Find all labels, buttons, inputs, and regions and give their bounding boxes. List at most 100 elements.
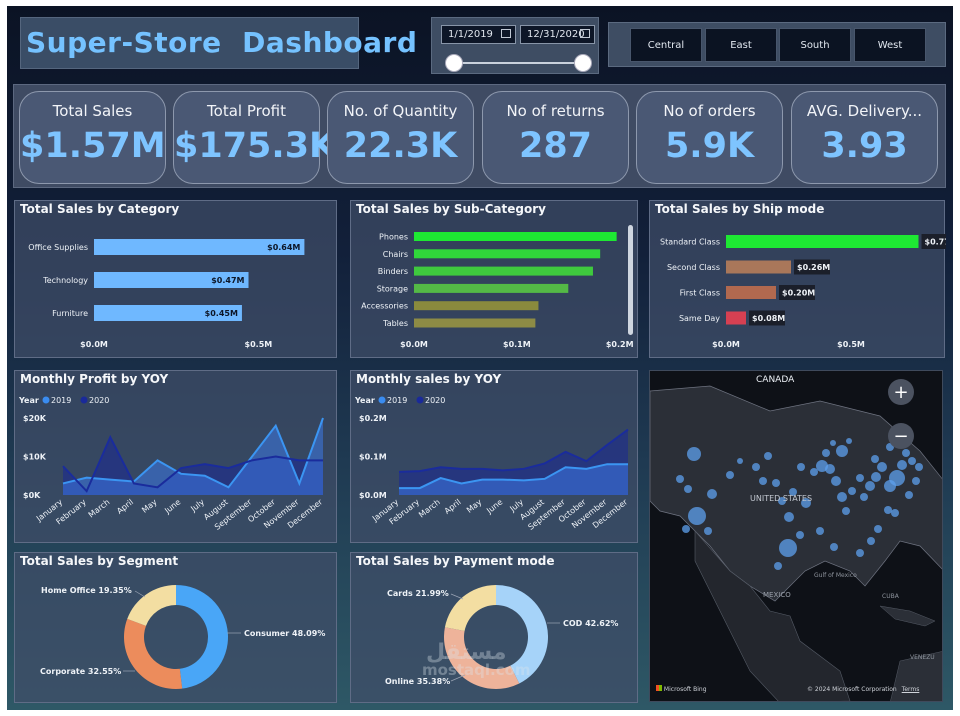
monthly-sales-area-chart[interactable]: Year 2019 2020$0.0M$0.1M$0.2MJanuaryFebrua… xyxy=(351,371,639,544)
panel-sales-by-category[interactable]: Total Sales by Category Office Supplies $… xyxy=(14,200,337,358)
map-bubble[interactable] xyxy=(774,562,782,570)
map-bubble[interactable] xyxy=(848,487,856,495)
map-bubble[interactable] xyxy=(822,449,830,457)
payment-donut-chart[interactable]: COD 42.62% Online 35.38% Cards 21.99% xyxy=(351,553,639,704)
map-bubble[interactable] xyxy=(784,512,794,522)
panel-sales-by-shipmode[interactable]: Total Sales by Ship mode Standard Class $… xyxy=(649,200,946,359)
donut-slice[interactable] xyxy=(127,585,176,626)
map-bubble[interactable] xyxy=(884,506,892,514)
map-bubble[interactable] xyxy=(737,458,743,464)
series-line-2019[interactable] xyxy=(399,463,628,490)
region-button-central[interactable]: Central xyxy=(630,28,702,62)
scrollbar[interactable] xyxy=(628,225,633,335)
panel-sales-by-segment[interactable]: Total Sales by Segment Consumer 48.09% Co… xyxy=(14,552,337,703)
bar[interactable] xyxy=(414,318,536,328)
legend-label[interactable]: 2020 xyxy=(89,396,109,405)
map-bubble[interactable] xyxy=(752,463,760,471)
region-button-west[interactable]: West xyxy=(854,28,926,62)
bar[interactable] xyxy=(414,266,593,276)
monthly-profit-area-chart[interactable]: Year 2019 2020$0K$10K$20KJanuaryFebruaryMa… xyxy=(15,371,338,544)
series-line-2020[interactable] xyxy=(398,428,629,473)
panel-sales-by-subcategory[interactable]: Total Sales by Sub-Category Phones Chairs… xyxy=(350,200,638,358)
map-bubble[interactable] xyxy=(759,477,767,485)
series-line-2020[interactable] xyxy=(62,434,323,493)
map-bubble[interactable] xyxy=(704,527,712,535)
region-button-east[interactable]: East xyxy=(705,28,777,62)
bar[interactable] xyxy=(414,283,569,293)
map-bubble[interactable] xyxy=(764,452,772,460)
date-slider-track[interactable] xyxy=(454,62,584,64)
map-bubble[interactable] xyxy=(837,492,847,502)
map-bubble[interactable] xyxy=(836,445,848,457)
map-bubble[interactable] xyxy=(860,493,868,501)
legend-marker[interactable] xyxy=(416,396,424,404)
map-bubble[interactable] xyxy=(902,449,910,457)
map-bubble[interactable] xyxy=(707,489,717,499)
bar[interactable] xyxy=(726,311,746,325)
panel-monthly-profit[interactable]: Monthly Profit by YOY Year 2019 2020 $0K $10… xyxy=(14,370,337,543)
map-bubble[interactable] xyxy=(684,485,692,493)
shipmode-bar-chart[interactable]: Standard Class $0.77M Second Class $0.26M Fi… xyxy=(650,201,946,359)
category-bar-chart[interactable]: Office Supplies $0.64M Technology $0.47M Fur… xyxy=(15,201,338,359)
map-bubble[interactable] xyxy=(779,539,797,557)
map-bubbles[interactable] xyxy=(676,438,923,570)
bar[interactable] xyxy=(414,301,539,311)
date-slicer[interactable]: 1/1/2019 12/31/2020 xyxy=(431,17,599,74)
donut-slice[interactable] xyxy=(123,618,183,689)
subcategory-bar-chart[interactable]: Phones Chairs Binders Storage Accessories Tab… xyxy=(351,201,639,359)
map-bubble[interactable] xyxy=(682,525,690,533)
map-bubble[interactable] xyxy=(797,463,805,471)
map-bubble[interactable] xyxy=(796,531,804,539)
map-bubble[interactable] xyxy=(871,455,879,463)
donut-slice[interactable] xyxy=(444,585,496,631)
map-bubble[interactable] xyxy=(915,463,923,471)
panel-monthly-sales[interactable]: Monthly sales by YOY Year 2019 2020 $0.0M $0… xyxy=(350,370,638,543)
map-bubble[interactable] xyxy=(856,474,864,482)
map-terms-link[interactable]: Terms xyxy=(901,686,920,693)
calendar-icon[interactable] xyxy=(501,29,511,38)
map-bubble[interactable] xyxy=(830,440,836,446)
map-bubble[interactable] xyxy=(778,497,786,505)
map-bubble[interactable] xyxy=(688,507,706,525)
donut-slice[interactable] xyxy=(176,585,229,689)
end-date-input[interactable]: 12/31/2020 xyxy=(520,25,595,44)
map-bubble[interactable] xyxy=(891,509,899,517)
legend-label[interactable]: 2019 xyxy=(51,396,71,405)
bar[interactable] xyxy=(726,260,791,274)
segment-donut-chart[interactable]: Consumer 48.09% Corporate 32.55% Home Offi… xyxy=(15,553,338,704)
date-slider-start-handle[interactable] xyxy=(445,54,463,72)
calendar-icon[interactable] xyxy=(580,29,590,38)
map-bubble[interactable] xyxy=(889,470,905,486)
map-bubble[interactable] xyxy=(912,477,920,485)
start-date-input[interactable]: 1/1/2019 xyxy=(441,25,516,44)
donut-slice[interactable] xyxy=(444,627,520,689)
bar[interactable] xyxy=(94,305,242,321)
region-button-south[interactable]: South xyxy=(779,28,851,62)
map-bubble[interactable] xyxy=(789,488,797,496)
date-slider-end-handle[interactable] xyxy=(574,54,592,72)
map-bubble[interactable] xyxy=(867,537,875,545)
map-bubble[interactable] xyxy=(877,462,887,472)
map-bubble[interactable] xyxy=(846,438,852,444)
zoom-in-button[interactable]: + xyxy=(888,379,914,405)
map-bubble[interactable] xyxy=(871,472,881,482)
map-bubble[interactable] xyxy=(831,476,841,486)
map-bubble[interactable] xyxy=(676,475,684,483)
map-bubble[interactable] xyxy=(825,464,835,474)
map-bubble[interactable] xyxy=(874,525,882,533)
map-bubble[interactable] xyxy=(897,460,907,470)
map-bubble[interactable] xyxy=(842,507,850,515)
sales-map[interactable]: CANADA UNITED STATES MEXICO Gulf of Mexi… xyxy=(649,370,943,702)
panel-sales-by-payment[interactable]: Total Sales by Payment mode COD 42.62% On… xyxy=(350,552,638,703)
legend-label[interactable]: 2019 xyxy=(387,396,407,405)
zoom-out-button[interactable]: − xyxy=(888,423,914,449)
map-bubble[interactable] xyxy=(908,457,916,465)
bar[interactable] xyxy=(414,232,617,241)
bar[interactable] xyxy=(414,249,601,259)
legend-marker[interactable] xyxy=(378,396,386,404)
bar[interactable] xyxy=(94,239,305,255)
map-bubble[interactable] xyxy=(810,468,818,476)
legend-marker[interactable] xyxy=(42,396,50,404)
donut-slice[interactable] xyxy=(496,585,548,684)
bar[interactable] xyxy=(726,235,919,248)
